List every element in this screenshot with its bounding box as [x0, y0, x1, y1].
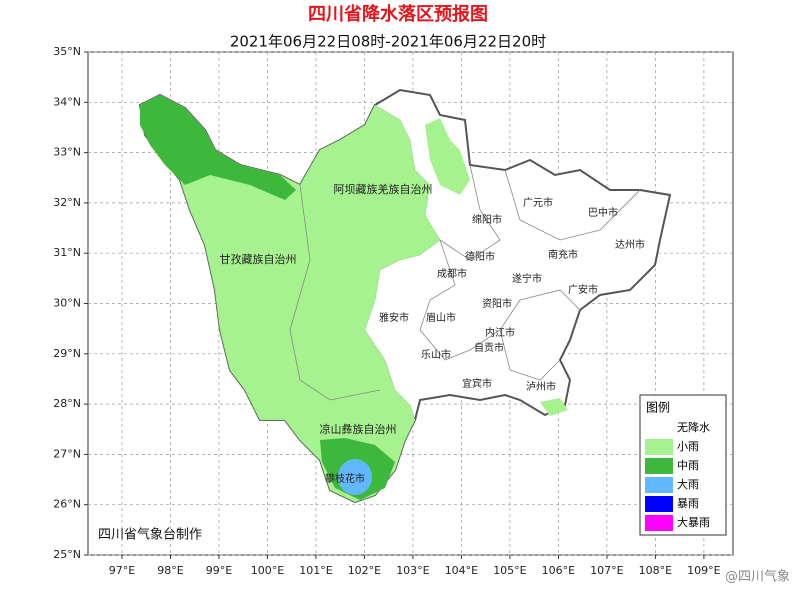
region-label: 凉山彝族自治州 — [320, 422, 397, 436]
region-label: 攀枝花市 — [325, 472, 365, 485]
light-rain-area-east — [425, 118, 470, 195]
city-label: 南充市 — [548, 248, 578, 261]
lon-tick-label: 106°E — [542, 564, 575, 577]
lat-tick-label: 31°N — [53, 246, 81, 259]
city-label: 乐山市 — [421, 348, 451, 361]
light-rain-area — [139, 94, 441, 503]
city-label: 成都市 — [437, 267, 467, 280]
credit: 四川省气象台制作 — [98, 527, 202, 543]
legend-label: 无降水 — [677, 420, 710, 434]
moderate-rain-area — [140, 95, 296, 200]
city-label: 遂宁市 — [512, 272, 542, 285]
lon-tick-label: 104°E — [445, 564, 478, 577]
lon-tick-label: 107°E — [590, 564, 623, 577]
city-boundaries — [504, 169, 641, 241]
city-boundaries — [419, 164, 581, 361]
lat-tick-label: 30°N — [53, 297, 81, 310]
legend-title: 图例 — [646, 401, 670, 415]
legend-swatch — [645, 515, 673, 531]
lon-tick-label: 101°E — [299, 564, 332, 577]
city-label: 泸州市 — [526, 380, 556, 393]
legend-label: 大雨 — [677, 477, 699, 491]
city-label: 雅安市 — [379, 311, 409, 324]
city-boundaries — [499, 329, 561, 381]
city-label: 广元市 — [523, 196, 553, 209]
legend-swatch — [645, 439, 673, 455]
lon-tick-label: 103°E — [396, 564, 429, 577]
subtitle: 2021年06月22日08时-2021年06月22日20时 — [230, 33, 546, 51]
lat-tick-label: 32°N — [53, 196, 81, 209]
lat-tick-label: 28°N — [53, 397, 81, 410]
lat-tick-label: 25°N — [53, 548, 81, 561]
lat-tick-label: 26°N — [53, 498, 81, 511]
lon-tick-label: 108°E — [639, 564, 672, 577]
city-label: 眉山市 — [426, 311, 456, 324]
lon-tick-label: 102°E — [348, 564, 381, 577]
city-label: 巴中市 — [588, 206, 618, 219]
legend-label: 暴雨 — [677, 497, 699, 510]
lon-tick-label: 98°E — [157, 564, 183, 577]
city-label: 内江市 — [485, 326, 515, 339]
city-label: 德阳市 — [465, 250, 495, 263]
city-label: 达州市 — [615, 238, 645, 251]
legend-swatch — [645, 458, 673, 474]
legend-swatch — [645, 496, 673, 512]
lat-tick-label: 29°N — [53, 347, 81, 360]
lon-tick-label: 100°E — [251, 564, 284, 577]
lon-tick-label: 99°E — [206, 564, 232, 577]
legend-label: 大暴雨 — [677, 515, 710, 529]
city-label: 宜宾市 — [462, 377, 492, 390]
lon-tick-label: 109°E — [687, 564, 720, 577]
city-label: 自贡市 — [474, 341, 504, 354]
city-boundaries — [289, 184, 381, 401]
city-label: 绵阳市 — [472, 213, 502, 226]
legend-label: 小雨 — [677, 440, 699, 453]
lat-tick-label: 33°N — [53, 146, 81, 159]
region-label: 甘孜藏族自治州 — [220, 252, 297, 266]
city-label: 广安市 — [568, 283, 598, 296]
lat-tick-label: 34°N — [53, 95, 81, 108]
lat-tick-label: 35°N — [53, 45, 81, 58]
light-rain-area-southeast — [540, 398, 568, 416]
heavy-rain-area — [338, 459, 372, 495]
watermark: @四川气象 — [725, 569, 790, 585]
lon-tick-label: 97°E — [109, 564, 135, 577]
lon-tick-label: 105°E — [493, 564, 526, 577]
title: 四川省降水落区预报图 — [308, 3, 488, 25]
legend-swatch — [645, 477, 673, 493]
legend-label: 中雨 — [677, 459, 699, 472]
region-label: 阿坝藏族羌族自治州 — [334, 182, 433, 196]
legend-swatch — [645, 420, 673, 436]
city-label: 资阳市 — [482, 297, 512, 310]
lat-tick-label: 27°N — [53, 447, 81, 460]
